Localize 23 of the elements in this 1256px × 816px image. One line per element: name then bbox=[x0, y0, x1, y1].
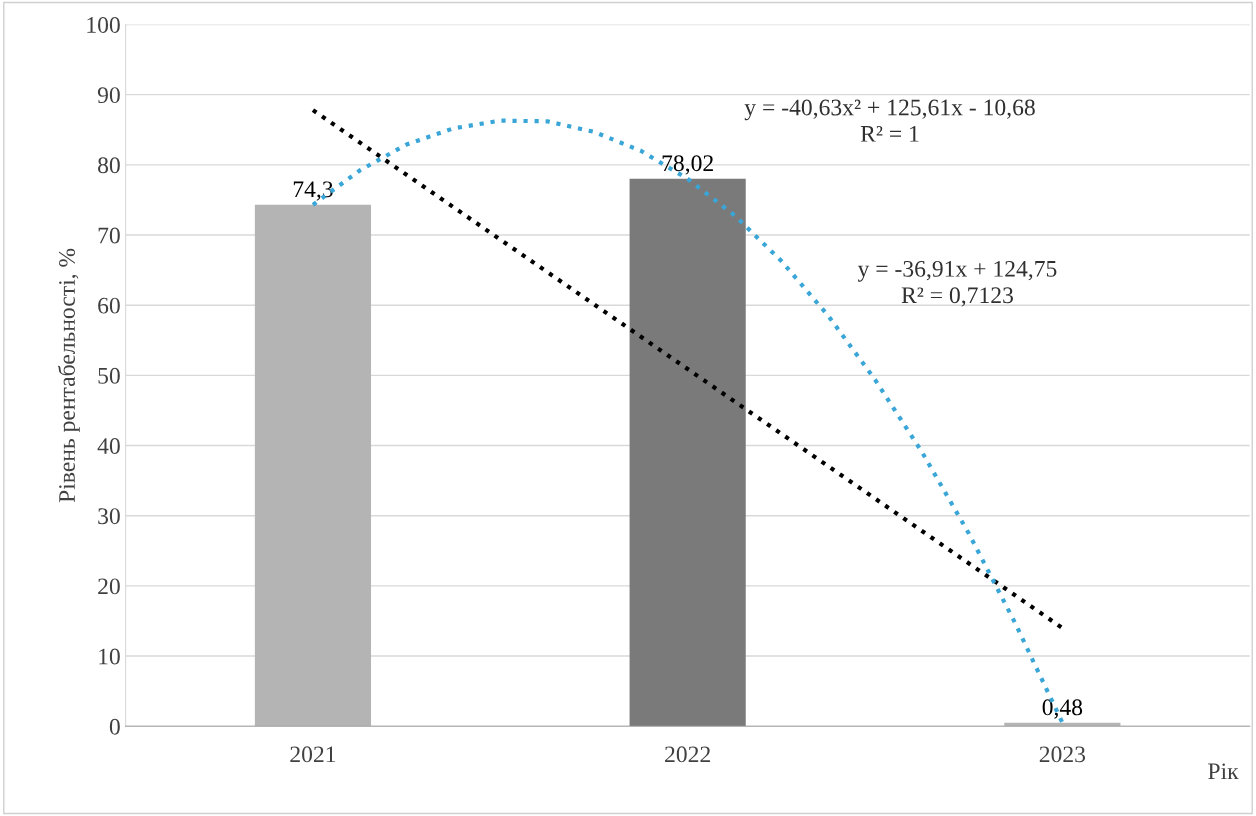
x-axis-title: Рік bbox=[1208, 763, 1239, 780]
annotation: y = -40,63x² + 125,61x - 10,68 R² = 1 bbox=[744, 99, 1035, 142]
y-tick-label: 70 bbox=[98, 227, 120, 244]
y-tick-label: 30 bbox=[98, 508, 120, 525]
data-label: 74,3 bbox=[293, 181, 333, 201]
y-tick-label: 100 bbox=[87, 16, 120, 33]
bar bbox=[629, 178, 746, 727]
y-tick-label: 50 bbox=[98, 367, 120, 384]
x-tick-label: 2021 bbox=[290, 746, 336, 763]
y-tick-label: 0 bbox=[109, 718, 120, 735]
y-tick-label: 20 bbox=[98, 578, 120, 595]
y-tick-label: 10 bbox=[99, 648, 120, 665]
x-tick-label: 2022 bbox=[665, 746, 710, 763]
y-axis-title: Рівень рентабельності, % bbox=[57, 248, 80, 503]
data-label: 78,02 bbox=[662, 155, 713, 175]
y-tick-label: 90 bbox=[97, 87, 120, 104]
y-tick-label: 60 bbox=[98, 297, 120, 314]
y-tick-label: 80 bbox=[98, 157, 120, 174]
bar bbox=[254, 204, 372, 727]
data-label: 0,48 bbox=[1042, 699, 1083, 719]
y-tick-label: 40 bbox=[97, 438, 120, 454]
x-tick-label: 2023 bbox=[1039, 746, 1086, 763]
annotation: y = -36,91x + 124,75 R² = 0,7123 bbox=[857, 260, 1057, 307]
